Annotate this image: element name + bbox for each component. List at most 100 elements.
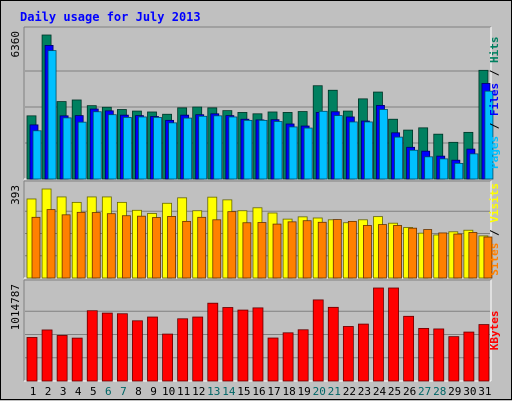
bar-kbytes-day-12 (192, 316, 204, 382)
x-tick-label-day-1: 1 (30, 385, 37, 398)
bar-pages-day-20 (318, 110, 328, 180)
series-pages (32, 50, 494, 180)
series-kbytes (26, 287, 490, 382)
bar-pages-day-11 (183, 117, 193, 180)
bar-sites-day-1 (31, 216, 41, 279)
panel-visits: 393 Sites / Visits (9, 180, 501, 279)
x-tick-label-day-23: 23 (358, 385, 371, 398)
bar-sites-day-10 (167, 216, 176, 279)
legend-part: KBytes (488, 311, 501, 351)
bar-sites-day-4 (76, 211, 86, 279)
bar-kbytes-day-18 (282, 332, 294, 382)
x-tick-label-day-9: 9 (150, 385, 157, 398)
bar-pages-day-25 (394, 136, 403, 180)
bar-pages-day-31 (484, 90, 494, 180)
x-tick-label-day-25: 25 (388, 385, 401, 398)
bar-kbytes-day-1 (26, 337, 38, 382)
bar-pages-day-5 (92, 111, 102, 180)
bar-kbytes-day-29 (448, 336, 460, 382)
x-tick-label-day-3: 3 (60, 385, 67, 398)
bar-pages-day-14 (228, 116, 238, 180)
bar-kbytes-day-27 (418, 327, 430, 382)
x-tick-label-day-26: 26 (403, 385, 416, 398)
x-tick-label-day-13: 13 (207, 385, 220, 398)
x-tick-label-day-30: 30 (463, 385, 476, 398)
bar-pages-day-29 (454, 162, 464, 180)
series-sites (31, 209, 493, 279)
bar-sites-day-8 (137, 215, 146, 279)
x-tick-label-day-12: 12 (192, 385, 205, 398)
bar-kbytes-day-2 (41, 329, 53, 382)
x-tick-label-day-2: 2 (45, 385, 52, 398)
bar-sites-day-7 (121, 215, 131, 279)
bar-kbytes-day-14 (222, 307, 234, 382)
bar-sites-day-2 (46, 209, 56, 279)
bar-kbytes-day-5 (86, 310, 98, 382)
bar-sites-day-19 (302, 220, 312, 279)
bar-sites-day-3 (61, 214, 71, 279)
legend-hits: Pages / Files / Hits (488, 37, 501, 170)
legend-kbytes: KBytes (488, 311, 501, 351)
x-tick-label-day-27: 27 (418, 385, 431, 398)
bar-kbytes-day-30 (463, 331, 475, 382)
chart-title: Daily usage for July 2013 (20, 10, 201, 24)
bar-pages-day-19 (303, 127, 313, 180)
panel-hits: 6360 Pages / Files / Hits (9, 26, 501, 180)
bar-sites-day-9 (152, 217, 161, 279)
legend-part: / (488, 116, 501, 136)
y-max-label: 393 (9, 185, 22, 205)
bar-sites-day-6 (106, 213, 116, 279)
bar-kbytes-day-13 (207, 302, 219, 382)
bar-pages-day-3 (62, 117, 72, 180)
bar-kbytes-day-24 (373, 287, 384, 382)
legend-part: Pages (488, 136, 501, 169)
panel-kbytes: 1014787 KBytes (9, 279, 501, 382)
y-max-label: 1014787 (9, 284, 22, 330)
bar-sites-day-18 (287, 221, 297, 279)
x-tick-label-day-10: 10 (162, 385, 175, 398)
bar-kbytes-day-19 (297, 329, 309, 382)
bar-pages-day-21 (333, 115, 343, 180)
bar-pages-day-12 (198, 115, 208, 180)
bar-pages-day-6 (107, 114, 117, 180)
x-tick-label-day-15: 15 (237, 385, 250, 398)
x-tick-label-day-18: 18 (282, 385, 295, 398)
legend-part: Visits (488, 183, 501, 223)
bar-kbytes-day-4 (71, 337, 83, 382)
x-tick-label-day-24: 24 (373, 385, 387, 398)
bar-sites-day-31 (483, 236, 493, 279)
x-tick-label-day-20: 20 (313, 385, 326, 398)
x-tick-label-day-19: 19 (298, 385, 311, 398)
bar-sites-day-27 (423, 229, 433, 279)
bar-sites-day-25 (393, 225, 402, 279)
bar-pages-day-7 (122, 117, 132, 180)
x-tick-label-day-31: 31 (478, 385, 491, 398)
bar-sites-day-12 (197, 216, 207, 279)
bar-pages-day-23 (364, 121, 373, 180)
bar-sites-day-24 (378, 224, 387, 279)
bar-kbytes-day-23 (358, 323, 369, 382)
bar-sites-day-14 (227, 211, 237, 279)
bar-kbytes-day-16 (252, 307, 264, 382)
x-tick-label-day-17: 17 (267, 385, 280, 398)
bar-kbytes-day-22 (342, 326, 354, 382)
bar-sites-day-16 (257, 222, 267, 279)
x-tick-label-day-7: 7 (120, 385, 127, 398)
x-tick-label-day-22: 22 (343, 385, 356, 398)
x-tick-label-day-5: 5 (90, 385, 97, 398)
bar-pages-day-1 (32, 130, 42, 180)
legend-part: / (488, 223, 501, 243)
bar-sites-day-21 (332, 219, 342, 279)
x-tick-label-day-6: 6 (105, 385, 112, 398)
x-tick-label-day-4: 4 (75, 385, 82, 398)
bar-sites-day-13 (212, 219, 222, 279)
bar-kbytes-day-3 (56, 335, 68, 382)
bar-pages-day-16 (258, 119, 268, 180)
bar-kbytes-day-11 (177, 318, 189, 382)
bar-kbytes-day-26 (403, 315, 415, 382)
bar-pages-day-8 (138, 116, 147, 180)
bar-pages-day-26 (409, 149, 419, 180)
bar-pages-day-13 (213, 115, 223, 180)
bar-pages-day-22 (348, 121, 358, 180)
